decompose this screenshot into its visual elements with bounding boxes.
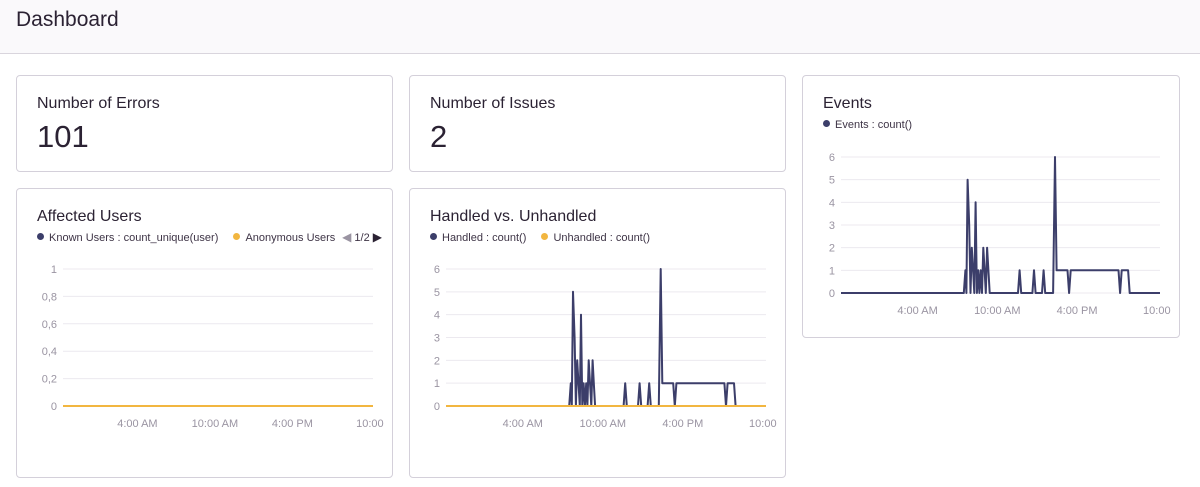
y-tick-label: 4 xyxy=(829,197,835,209)
handled-unhandled-chart[interactable]: 0 1 2 3 4 5 6 4:00 AM 10:00 AM 4:00 PM 10:00 xyxy=(410,189,787,479)
y-tick-label: 6 xyxy=(434,264,440,276)
pager-prev-icon[interactable]: ◀ xyxy=(342,230,352,244)
legend-item[interactable]: Anonymous Users : count_unique(user) xyxy=(233,232,337,244)
handled-unhandled-card[interactable]: Handled vs. Unhandled Handled : count() … xyxy=(409,188,786,478)
x-tick-label: 4:00 AM xyxy=(117,418,157,430)
errors-card[interactable]: Number of Errors 101 xyxy=(16,75,393,172)
x-tick-label: 10:00 AM xyxy=(580,418,626,430)
legend-item[interactable]: Events : count() xyxy=(823,119,912,131)
legend-label: Events : count() xyxy=(835,119,913,131)
page-title: Dashboard xyxy=(16,8,119,31)
legend-dot xyxy=(233,233,241,240)
y-tick-label: 2 xyxy=(829,243,835,255)
y-tick-label: 5 xyxy=(434,287,440,299)
x-tick-label: 10:00 xyxy=(356,418,384,430)
x-tick-label: 4:00 PM xyxy=(272,418,313,430)
x-tick-label: 4:00 PM xyxy=(1057,305,1098,317)
events-card[interactable]: Events Events : count() 0 1 2 3 4 5 6 4:00 AM 10… xyxy=(802,75,1180,338)
x-tick-label: 4:00 AM xyxy=(503,418,543,430)
y-tick-label: 5 xyxy=(829,175,835,187)
events-legend: Events : count() xyxy=(823,119,924,131)
x-tick-label: 10:00 xyxy=(1143,305,1171,317)
handled-legend: Handled : count() Unhandled : count() xyxy=(430,232,662,244)
pager-next-icon[interactable]: ▶ xyxy=(372,230,382,244)
y-tick-label: 6 xyxy=(829,152,835,164)
y-tick-label: 0 xyxy=(829,288,835,300)
affected-users-chart[interactable]: 0 0,2 0,4 0,6 0,8 1 4:00 AM 10:00 AM 4:00 PM 10:0… xyxy=(17,189,394,479)
y-tick-label: 0,4 xyxy=(42,346,57,358)
affected-users-card[interactable]: Affected Users Known Users : count_uniqu… xyxy=(16,188,393,478)
issues-count: 2 xyxy=(430,119,448,154)
affected-legend-viewport: Known Users : count_unique(user) Anonymo… xyxy=(37,232,337,248)
legend-label: Unhandled : count() xyxy=(553,232,651,244)
series-line-1 xyxy=(841,156,1160,294)
affected-legend: Known Users : count_unique(user) Anonymo… xyxy=(37,232,337,244)
errors-count: 101 xyxy=(37,119,89,154)
legend-dot xyxy=(541,233,549,240)
y-tick-label: 0,6 xyxy=(42,319,57,331)
x-tick-label: 4:00 PM xyxy=(662,418,703,430)
legend-label: Anonymous Users : count_unique(user) xyxy=(245,232,337,244)
y-tick-label: 1 xyxy=(51,264,57,276)
y-tick-label: 1 xyxy=(434,378,440,390)
x-tick-label: 10:00 xyxy=(749,418,777,430)
legend-item[interactable]: Unhandled : count() xyxy=(541,232,650,244)
legend-dot xyxy=(823,120,830,127)
page-header: Dashboard xyxy=(0,0,1200,54)
y-tick-label: 1 xyxy=(829,265,835,277)
y-tick-label: 0 xyxy=(51,401,57,413)
y-tick-label: 3 xyxy=(434,333,440,345)
y-tick-label: 0,2 xyxy=(42,374,57,386)
events-card-title: Events xyxy=(823,95,872,112)
legend-label: Handled : count() xyxy=(442,232,527,244)
x-tick-label: 10:00 AM xyxy=(192,418,238,430)
legend-item[interactable]: Handled : count() xyxy=(430,232,526,244)
issues-card[interactable]: Number of Issues 2 xyxy=(409,75,786,172)
legend-label: Known Users : count_unique(user) xyxy=(49,232,219,244)
y-tick-label: 3 xyxy=(829,220,835,232)
x-tick-label: 10:00 AM xyxy=(974,305,1020,317)
pager-count: 1/2 xyxy=(354,232,370,244)
legend-pager: ◀ 1/2 ▶ xyxy=(342,230,382,244)
y-tick-label: 2 xyxy=(434,355,440,367)
handled-card-title: Handled vs. Unhandled xyxy=(430,208,597,225)
events-chart[interactable]: 0 1 2 3 4 5 6 4:00 AM 10:00 AM 4:00 PM 10:00 xyxy=(803,76,1181,339)
issues-card-title: Number of Issues xyxy=(430,95,556,112)
affected-users-card-title: Affected Users xyxy=(37,208,142,225)
y-tick-label: 4 xyxy=(434,310,440,322)
y-tick-label: 0 xyxy=(434,401,440,413)
y-tick-label: 0,8 xyxy=(42,291,57,303)
legend-item[interactable]: Known Users : count_unique(user) xyxy=(37,232,218,244)
legend-dot xyxy=(37,233,44,240)
legend-dot xyxy=(430,233,437,240)
x-tick-label: 4:00 AM xyxy=(897,305,937,317)
errors-card-title: Number of Errors xyxy=(37,95,160,112)
